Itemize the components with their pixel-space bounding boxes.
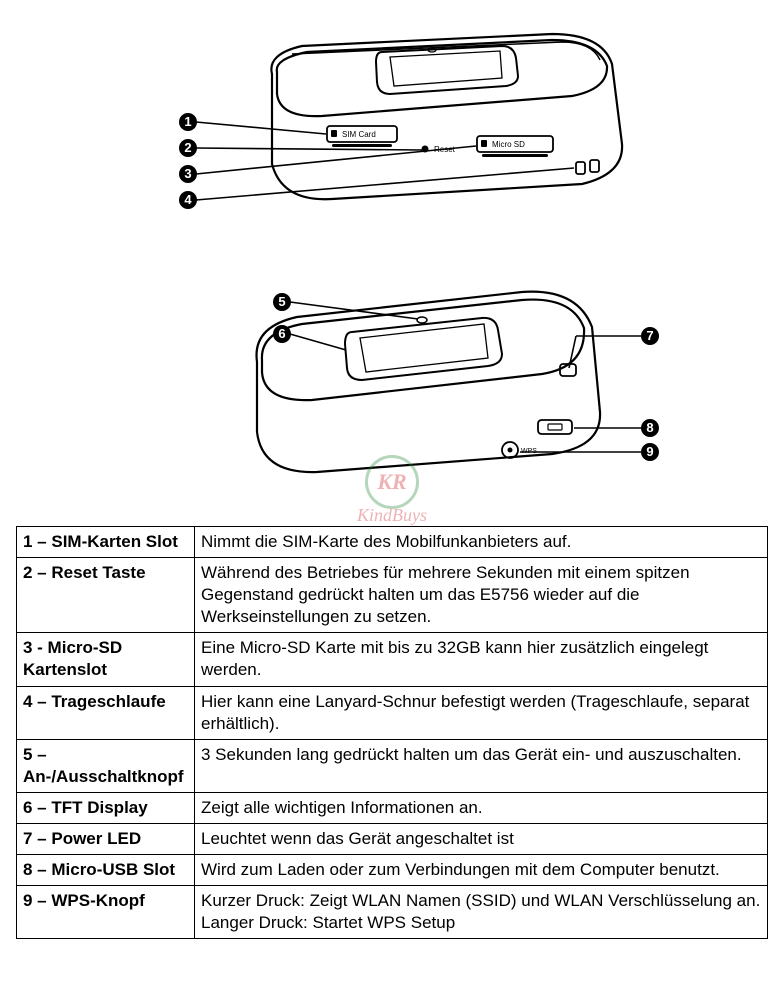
callout-4: 4 [184,192,192,207]
spec-desc: Zeigt alle wichtigen Informationen an. [195,792,768,823]
callout-1: 1 [184,114,191,129]
spec-desc: Eine Micro-SD Karte mit bis zu 32GB kann… [195,633,768,686]
diagram-area: SIM Card Reset Micro SD 1 2 3 4 [16,20,768,516]
sim-card-label: SIM Card [342,130,376,139]
spec-desc: Nimmt die SIM-Karte des Mobilfunkanbiete… [195,527,768,558]
spec-desc: Leuchtet wenn das Gerät angeschaltet ist [195,824,768,855]
spec-desc: Kurzer Druck: Zeigt WLAN Namen (SSID) un… [195,886,768,939]
spec-label: 7 – Power LED [17,824,195,855]
device-diagram-front: SIM Card Reset Micro SD 1 2 3 4 [122,24,662,254]
spec-label: 6 – TFT Display [17,792,195,823]
table-row: 6 – TFT DisplayZeigt alle wichtigen Info… [17,792,768,823]
spec-label: 4 – Trageschlaufe [17,686,195,739]
callout-8: 8 [646,420,653,435]
table-row: 3 - Micro-SD KartenslotEine Micro-SD Kar… [17,633,768,686]
callout-5: 5 [278,294,285,309]
spec-label: 1 – SIM-Karten Slot [17,527,195,558]
spec-table: 1 – SIM-Karten SlotNimmt die SIM-Karte d… [16,526,768,939]
spec-desc: Wird zum Laden oder zum Verbindungen mit… [195,855,768,886]
callout-6: 6 [278,326,285,341]
table-row: 1 – SIM-Karten SlotNimmt die SIM-Karte d… [17,527,768,558]
spec-label: 3 - Micro-SD Kartenslot [17,633,195,686]
watermark-text: KindBuys [357,505,427,526]
spec-label: 9 – WPS-Knopf [17,886,195,939]
spec-desc: Während des Betriebes für mehrere Sekund… [195,558,768,633]
microsd-label: Micro SD [492,140,525,149]
table-row: 7 – Power LEDLeuchtet wenn das Gerät ang… [17,824,768,855]
spec-label: 8 – Micro-USB Slot [17,855,195,886]
callout-3: 3 [184,166,191,181]
table-row: 5 – An-/Ausschaltknopf3 Sekunden lang ge… [17,739,768,792]
device-diagram-top: WPS 5 6 7 8 9 [122,272,662,502]
callout-2: 2 [184,140,191,155]
spec-label: 5 – An-/Ausschaltknopf [17,739,195,792]
spec-desc: 3 Sekunden lang gedrückt halten um das G… [195,739,768,792]
callout-7: 7 [646,328,653,343]
spec-desc: Hier kann eine Lanyard-Schnur befestigt … [195,686,768,739]
table-row: 9 – WPS-KnopfKurzer Druck: Zeigt WLAN Na… [17,886,768,939]
table-row: 8 – Micro-USB SlotWird zum Laden oder zu… [17,855,768,886]
table-row: 4 – TrageschlaufeHier kann eine Lanyard-… [17,686,768,739]
callout-9: 9 [646,444,653,459]
spec-label: 2 – Reset Taste [17,558,195,633]
table-row: 2 – Reset TasteWährend des Betriebes für… [17,558,768,633]
